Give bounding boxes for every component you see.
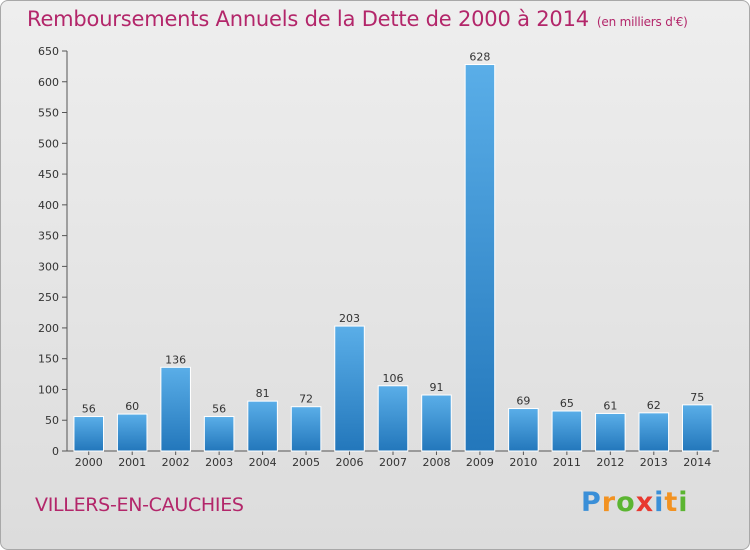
y-tick-label: 200: [38, 322, 59, 335]
bar: [334, 325, 365, 452]
axes: 0 50 100 150 200 250 300 350 400 450 500 550 600 650 2…: [38, 45, 719, 469]
y-tick-label: 650: [38, 45, 59, 58]
y-tick-label: 600: [38, 76, 59, 89]
chart-title: Remboursements Annuels de la Dette de 20…: [27, 7, 688, 31]
y-tick-label: 550: [38, 107, 59, 120]
bar-value-label: 62: [647, 399, 661, 412]
bar-value-label: 72: [299, 393, 313, 406]
bar-value-label: 81: [256, 387, 270, 400]
bar: [638, 412, 670, 452]
bar: [681, 404, 713, 452]
x-tick-label: 2011: [553, 456, 581, 469]
y-tick-label: 0: [52, 445, 59, 458]
chart-unit: (en milliers d'€): [596, 15, 688, 29]
bar: [116, 413, 148, 452]
y-tick-label: 50: [45, 414, 59, 427]
y-tick-label: 350: [38, 230, 59, 243]
y-tick-label: 450: [38, 168, 59, 181]
y-tick-label: 400: [38, 199, 59, 212]
bar-value-label: 65: [560, 397, 574, 410]
x-tick-label: 2000: [75, 456, 103, 469]
city-name: VILLERS-EN-CAUCHIES: [35, 494, 244, 516]
x-tick-label: 2004: [249, 456, 277, 469]
bar-value-label: 91: [429, 381, 443, 394]
bar: [73, 416, 105, 452]
logo-letter: o: [616, 487, 636, 518]
logo-letter: x: [635, 487, 655, 518]
bar: [160, 366, 191, 452]
logo-letter: i: [654, 487, 665, 518]
chart-title-text: Remboursements Annuels de la Dette de 20…: [27, 7, 589, 31]
x-tick-label: 2012: [596, 456, 624, 469]
bar-value-label: 628: [469, 51, 490, 64]
x-tick-label: 2005: [292, 456, 320, 469]
x-tick-label: 2009: [466, 456, 494, 469]
bar-value-label: 75: [690, 391, 704, 404]
y-tick-label: 500: [38, 137, 59, 150]
y-tick-label: 250: [38, 291, 59, 304]
bar: [508, 408, 539, 452]
x-tick-label: 2008: [422, 456, 450, 469]
logo-letter: P: [581, 487, 602, 518]
bar: [464, 64, 496, 452]
y-tick-label: 100: [38, 383, 59, 396]
bar: [247, 400, 278, 452]
bar: [377, 385, 409, 452]
logo-letter: t: [664, 487, 679, 518]
bars: [73, 64, 713, 452]
x-tick-label: 2013: [640, 456, 668, 469]
x-tick-label: 2014: [683, 456, 711, 469]
bar-value-label: 203: [339, 312, 360, 325]
x-tick-label: 2007: [379, 456, 407, 469]
x-tick-label: 2001: [118, 456, 146, 469]
bar: [203, 416, 235, 452]
bar: [290, 406, 322, 452]
bar: [595, 412, 626, 452]
bar-value-label: 69: [516, 395, 530, 408]
data-labels: 56 60 136 56 81 72 203 106 91 628 69 65 61 62 75: [82, 51, 705, 416]
x-tick-label: 2002: [162, 456, 190, 469]
bar-value-label: 61: [603, 399, 617, 412]
logo-letter: i: [678, 487, 689, 518]
proxiti-logo: Proxiti: [581, 487, 689, 518]
bar: [421, 394, 452, 452]
bar-value-label: 56: [212, 403, 226, 416]
bar-value-label: 60: [125, 400, 139, 413]
bar: [551, 410, 583, 452]
bar-value-label: 136: [165, 353, 186, 366]
x-tick-label: 2003: [205, 456, 233, 469]
x-tick-label: 2010: [509, 456, 537, 469]
y-tick-label: 300: [38, 260, 59, 273]
x-tick-label: 2006: [336, 456, 364, 469]
logo-letter: r: [601, 487, 617, 518]
bar-value-label: 106: [383, 372, 404, 385]
y-tick-label: 150: [38, 353, 59, 366]
bar-value-label: 56: [82, 403, 96, 416]
